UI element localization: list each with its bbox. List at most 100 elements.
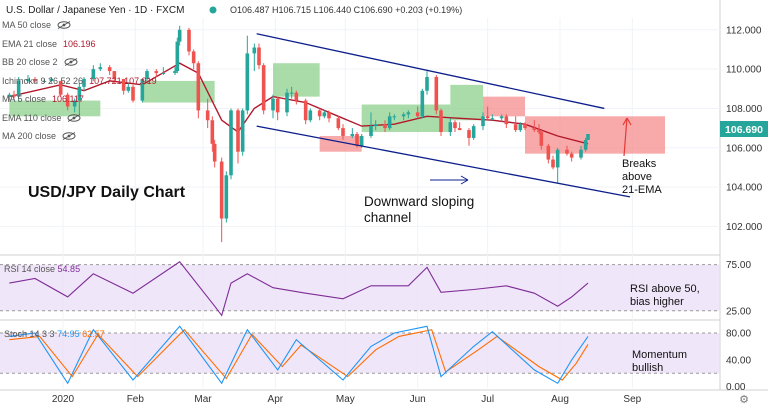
candle-body: [583, 139, 588, 150]
annotation-line: channel: [364, 210, 411, 225]
channel-arrow-head: [460, 175, 469, 185]
candle-body: [569, 153, 574, 158]
stoch-k-line: [9, 325, 589, 385]
candle-body: [42, 80, 47, 82]
candle-body: [91, 69, 96, 79]
hidden-eye-icon[interactable]: [62, 128, 76, 140]
settings-gear-icon[interactable]: ⚙: [739, 394, 749, 406]
stoch-annotation: Momentum bullish: [632, 349, 687, 374]
candle-body: [448, 122, 453, 133]
candle-body: [392, 116, 397, 118]
candle-body: [539, 132, 544, 146]
candle-body: [196, 63, 201, 111]
price-axis-label: 106.000: [726, 143, 763, 154]
candle-body: [82, 78, 86, 87]
indicator-legend-row[interactable]: EMA 110 close: [2, 109, 157, 128]
channel-upper-line: [256, 33, 605, 110]
candle-body: [191, 51, 196, 64]
candle-body: [187, 29, 191, 52]
candle-body: [523, 124, 527, 129]
candle-body: [224, 175, 229, 219]
annotation-line: Breaks: [622, 158, 657, 170]
indicator-legend-row[interactable]: BB 20 close 2: [2, 53, 157, 72]
hidden-eye-icon[interactable]: [57, 17, 71, 29]
chart-title: USD/JPY Daily Chart: [28, 184, 186, 201]
candle-body: [245, 53, 250, 111]
candle-body: [271, 98, 275, 111]
time-axis-label: Jun: [410, 394, 426, 405]
rsi-axis-label: 75.00: [726, 260, 751, 271]
candle-body: [373, 124, 378, 127]
candle-body: [229, 110, 233, 176]
candle-body: [236, 110, 240, 152]
candle-body: [261, 65, 266, 111]
candle-body: [77, 86, 82, 101]
indicator-label: Ichimoku 9 26 52 26: [2, 75, 84, 86]
indicator-legend-row[interactable]: EMA 21 close 106.196: [2, 35, 157, 54]
candle-body: [121, 78, 126, 91]
indicator-label: BB 20 close 2: [2, 57, 58, 67]
candle-body: [72, 100, 77, 107]
candle-body: [145, 71, 149, 79]
rsi-annotation: RSI above 50, bias higher: [630, 283, 700, 308]
candle-body: [12, 94, 16, 97]
time-axis-label: Feb: [127, 394, 145, 405]
candle-body: [107, 67, 112, 72]
time-axis-label: Jul: [481, 394, 494, 405]
candle-body: [322, 112, 327, 117]
candle-body: [546, 145, 551, 160]
candle-body: [439, 110, 443, 133]
candle-body: [26, 78, 30, 81]
candle-body: [406, 112, 411, 115]
indicator-legend-row[interactable]: MA 200 close: [2, 127, 157, 146]
candle-body: [303, 100, 308, 121]
indicator-legend-row[interactable]: Ichimoku 9 26 52 26 107.721 107.919: [2, 72, 157, 91]
rsi-axis-label: 25.00: [726, 306, 751, 317]
candle-body: [551, 159, 555, 168]
indicator-label: MA 50 close: [2, 20, 52, 30]
indicator-label: MA 5 close: [2, 94, 47, 104]
price-axis-label: 108.000: [726, 104, 763, 115]
candle-body: [499, 116, 504, 119]
candle-body: [154, 71, 159, 74]
annotation-line: Momentum: [632, 349, 687, 361]
hidden-eye-icon[interactable]: [64, 54, 78, 66]
indicator-value: 106.117: [52, 94, 84, 104]
indicator-value: 107.721 107.919: [89, 75, 157, 86]
rsi-header-label: RSI 14 close 54.85: [4, 264, 80, 274]
market-status-icon: [209, 6, 217, 14]
candle-body: [490, 118, 495, 120]
candle-body: [33, 78, 37, 81]
candle-body: [401, 114, 406, 117]
annotation-line: bias higher: [630, 296, 684, 308]
candle-body: [285, 92, 289, 113]
breakout-arrow: [623, 117, 628, 157]
candle-body: [112, 71, 117, 79]
candle-body: [140, 78, 145, 101]
stoch-header-label: Stoch 14 3 3 74.95 62.57: [4, 329, 105, 339]
annotation-line: bullish: [632, 362, 663, 374]
candle-body: [275, 98, 280, 113]
breakout-annotation: Breaks above 21-EMA: [622, 158, 662, 196]
candle-body: [131, 86, 135, 101]
annotation-line: RSI above 50,: [630, 283, 700, 295]
candle-body: [415, 112, 420, 117]
candle-body: [369, 126, 373, 136]
ichimoku-cloud-segment: [483, 96, 525, 117]
ichimoku-cloud-segment: [525, 116, 665, 154]
last-price-label: 106.690: [725, 124, 763, 136]
candle-body: [350, 134, 355, 136]
ichimoku-cloud-segment: [9, 100, 101, 117]
candle-body: [504, 116, 509, 125]
candle-body: [532, 128, 537, 131]
candle-body: [219, 161, 224, 219]
indicator-legend-row[interactable]: MA 50 close: [2, 16, 157, 35]
indicator-legend-row[interactable]: MA 5 close 106.117: [2, 90, 157, 109]
stoch-band: [0, 333, 720, 374]
rsi-line: [9, 261, 589, 317]
hidden-eye-icon[interactable]: [67, 110, 81, 122]
candle-body: [212, 143, 217, 162]
indicator-label: EMA 110 close: [2, 112, 62, 123]
indicator-label: MA 200 close: [2, 131, 57, 141]
